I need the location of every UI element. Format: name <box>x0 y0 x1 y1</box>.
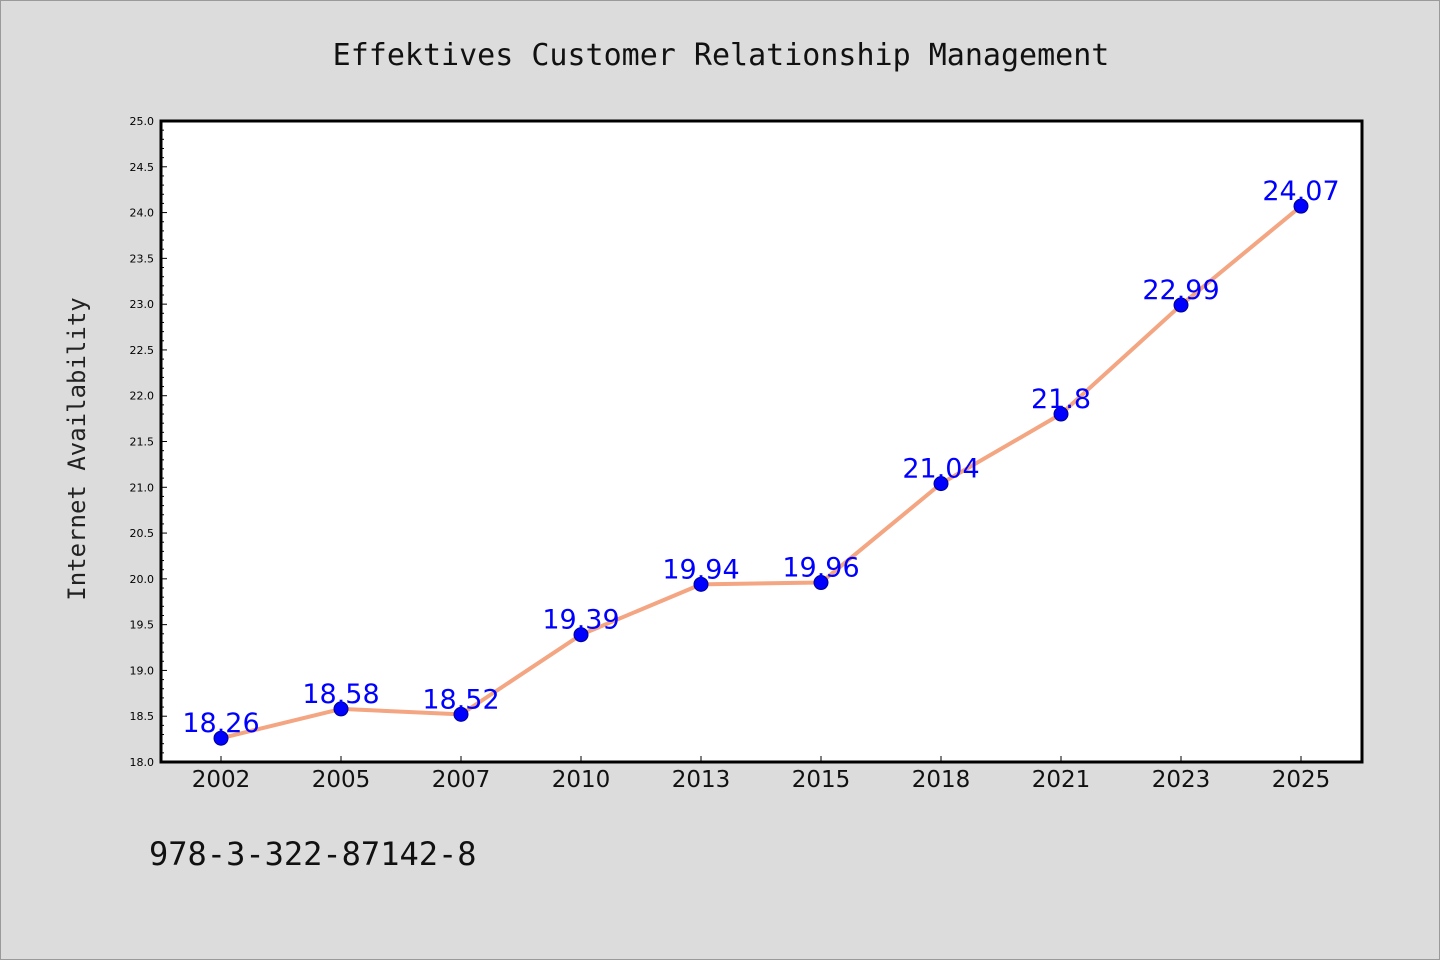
plot-area <box>161 121 1362 762</box>
x-tick-label: 2002 <box>192 767 251 793</box>
data-point <box>1053 406 1069 422</box>
data-label: 21.04 <box>902 454 979 485</box>
y-tick-label: 22.0 <box>130 390 155 403</box>
x-axis: 2002 2005 2007 2010 2013 2015 2018 2021 2023 2025 <box>192 756 1331 793</box>
x-tick-label: 2005 <box>312 767 371 793</box>
data-point <box>573 627 589 643</box>
data-label: 18.26 <box>182 708 259 739</box>
chart-title: Effektives Customer Relationship Managem… <box>333 38 1110 73</box>
data-labels: 18.26 18.58 18.52 19.39 19.94 19.96 21.04 21.8 2… <box>182 176 1339 739</box>
y-tick-label: 24.5 <box>130 161 155 174</box>
y-tick-label: 23.0 <box>130 298 155 311</box>
data-point <box>933 476 949 492</box>
y-tick-label: 19.5 <box>130 619 155 632</box>
data-label: 19.39 <box>542 605 619 636</box>
data-point <box>1293 198 1309 214</box>
data-label: 21.8 <box>1031 384 1091 415</box>
data-label: 19.96 <box>782 553 859 584</box>
isbn-text: 978-3-322-87142-8 <box>149 835 477 873</box>
data-label: 18.58 <box>302 679 379 710</box>
data-label: 19.94 <box>662 554 739 585</box>
x-tick-label: 2010 <box>552 767 611 793</box>
x-tick-label: 2023 <box>1152 767 1211 793</box>
data-point <box>333 701 349 717</box>
x-tick-label: 2013 <box>672 767 731 793</box>
series-line <box>219 204 1303 741</box>
y-tick-label: 18.5 <box>130 710 155 723</box>
y-tick-label: 21.5 <box>130 436 155 449</box>
y-tick-label: 18.0 <box>130 756 155 769</box>
data-label: 24.07 <box>1262 176 1339 207</box>
data-point <box>213 730 229 746</box>
x-tick-label: 2025 <box>1272 767 1331 793</box>
x-tick-label: 2015 <box>792 767 851 793</box>
y-axis: 18.0 18.5 19.0 19.5 20.0 20.5 21.0 21.5 22.0 22.5… <box>130 115 167 769</box>
data-point <box>453 706 469 722</box>
y-tick-label: 20.0 <box>130 573 155 586</box>
y-tick-label: 25.0 <box>130 115 155 128</box>
data-point <box>693 576 709 592</box>
y-tick-label: 23.5 <box>130 252 155 265</box>
series-markers <box>213 198 1309 746</box>
y-axis-label: Internet Availability <box>63 297 91 600</box>
x-tick-label: 2021 <box>1032 767 1091 793</box>
data-label: 18.52 <box>422 684 499 715</box>
plot-frame <box>159 119 1364 764</box>
data-point <box>1173 297 1189 313</box>
x-tick-label: 2018 <box>912 767 971 793</box>
y-tick-label: 24.0 <box>130 207 155 220</box>
y-tick-label: 20.5 <box>130 527 155 540</box>
y-tick-label: 19.0 <box>130 664 155 677</box>
x-tick-label: 2007 <box>432 767 491 793</box>
y-tick-label: 21.0 <box>130 481 155 494</box>
data-label: 22.99 <box>1142 275 1219 306</box>
data-point <box>813 575 829 591</box>
y-tick-label: 22.5 <box>130 344 155 357</box>
